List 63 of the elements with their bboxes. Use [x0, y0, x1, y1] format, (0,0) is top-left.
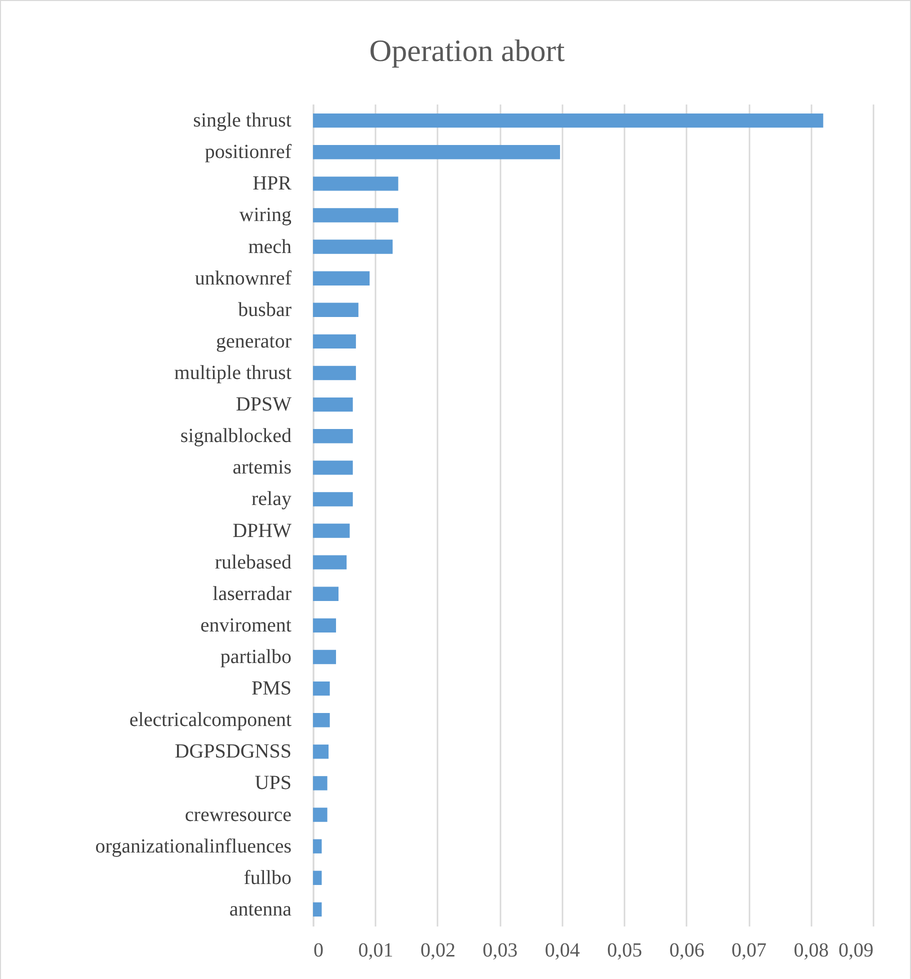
- y-tick-label: HPR: [252, 172, 292, 195]
- bar: [313, 240, 393, 254]
- y-tick-label: wiring: [239, 204, 292, 226]
- x-tick-label: 0,08: [794, 940, 829, 962]
- x-tick-label: 0,04: [544, 940, 580, 962]
- bar: [313, 460, 353, 475]
- bar: [313, 271, 370, 286]
- y-tick-label: generator: [216, 330, 292, 352]
- bar: [313, 870, 322, 885]
- bar: [313, 492, 353, 506]
- bar: [313, 808, 328, 822]
- y-tick-label: antenna: [229, 898, 292, 920]
- y-tick-label: positionref: [204, 141, 292, 164]
- chart-title: Operation abort: [369, 33, 566, 68]
- bar: [313, 145, 560, 160]
- bar: [313, 713, 330, 728]
- y-tick-label: UPS: [254, 772, 292, 794]
- x-tick-label: 0,07: [732, 940, 767, 962]
- bar: [313, 397, 353, 412]
- bar: [313, 618, 336, 633]
- y-tick-label: DGPSDGNSS: [174, 740, 292, 763]
- bar: [313, 366, 356, 380]
- bar: [313, 302, 358, 317]
- bar: [313, 555, 347, 570]
- y-tick-label: crewresource: [184, 804, 292, 826]
- bar: [313, 839, 322, 854]
- bar: [313, 586, 339, 601]
- bar: [313, 902, 322, 917]
- bar: [313, 524, 350, 538]
- y-tick-label: electricalcomponent: [129, 709, 292, 732]
- bar: [313, 744, 329, 759]
- bar: [313, 650, 336, 664]
- bar: [313, 334, 356, 349]
- y-tick-label: enviroment: [200, 614, 292, 636]
- bar: [313, 113, 824, 128]
- x-tick-label: 0: [314, 940, 324, 962]
- x-tick-label: 0,06: [669, 940, 704, 962]
- x-tick-label: 0,09: [838, 940, 874, 962]
- y-tick-label: artemis: [232, 456, 292, 479]
- x-tick-label: 0,03: [482, 940, 518, 962]
- x-tick-label: 0,02: [420, 940, 456, 962]
- x-tick-label: 0,01: [358, 940, 394, 962]
- y-tick-label: PMS: [251, 678, 292, 700]
- bar: [313, 776, 328, 790]
- y-tick-label: partialbo: [220, 646, 292, 668]
- y-tick-label: fullbo: [244, 866, 292, 889]
- x-tick-label: 0,05: [607, 940, 642, 962]
- bar: [313, 208, 398, 222]
- y-tick-label: laserradar: [212, 582, 292, 605]
- y-tick-label: DPHW: [232, 520, 292, 542]
- y-tick-label: unknownref: [194, 267, 292, 290]
- bar: [313, 176, 398, 191]
- y-tick-label: busbar: [238, 298, 292, 321]
- y-tick-label: single thrust: [193, 110, 292, 132]
- bar: [313, 681, 330, 696]
- y-tick-label: multiple thrust: [174, 362, 292, 384]
- y-tick-label: organizationalinfluences: [95, 835, 292, 858]
- y-tick-label: rulebased: [214, 551, 292, 574]
- y-tick-label: relay: [252, 488, 292, 510]
- y-tick-label: signalblocked: [180, 425, 292, 448]
- y-tick-label: DPSW: [236, 394, 292, 416]
- bar: [313, 429, 353, 444]
- y-tick-label: mech: [248, 236, 292, 258]
